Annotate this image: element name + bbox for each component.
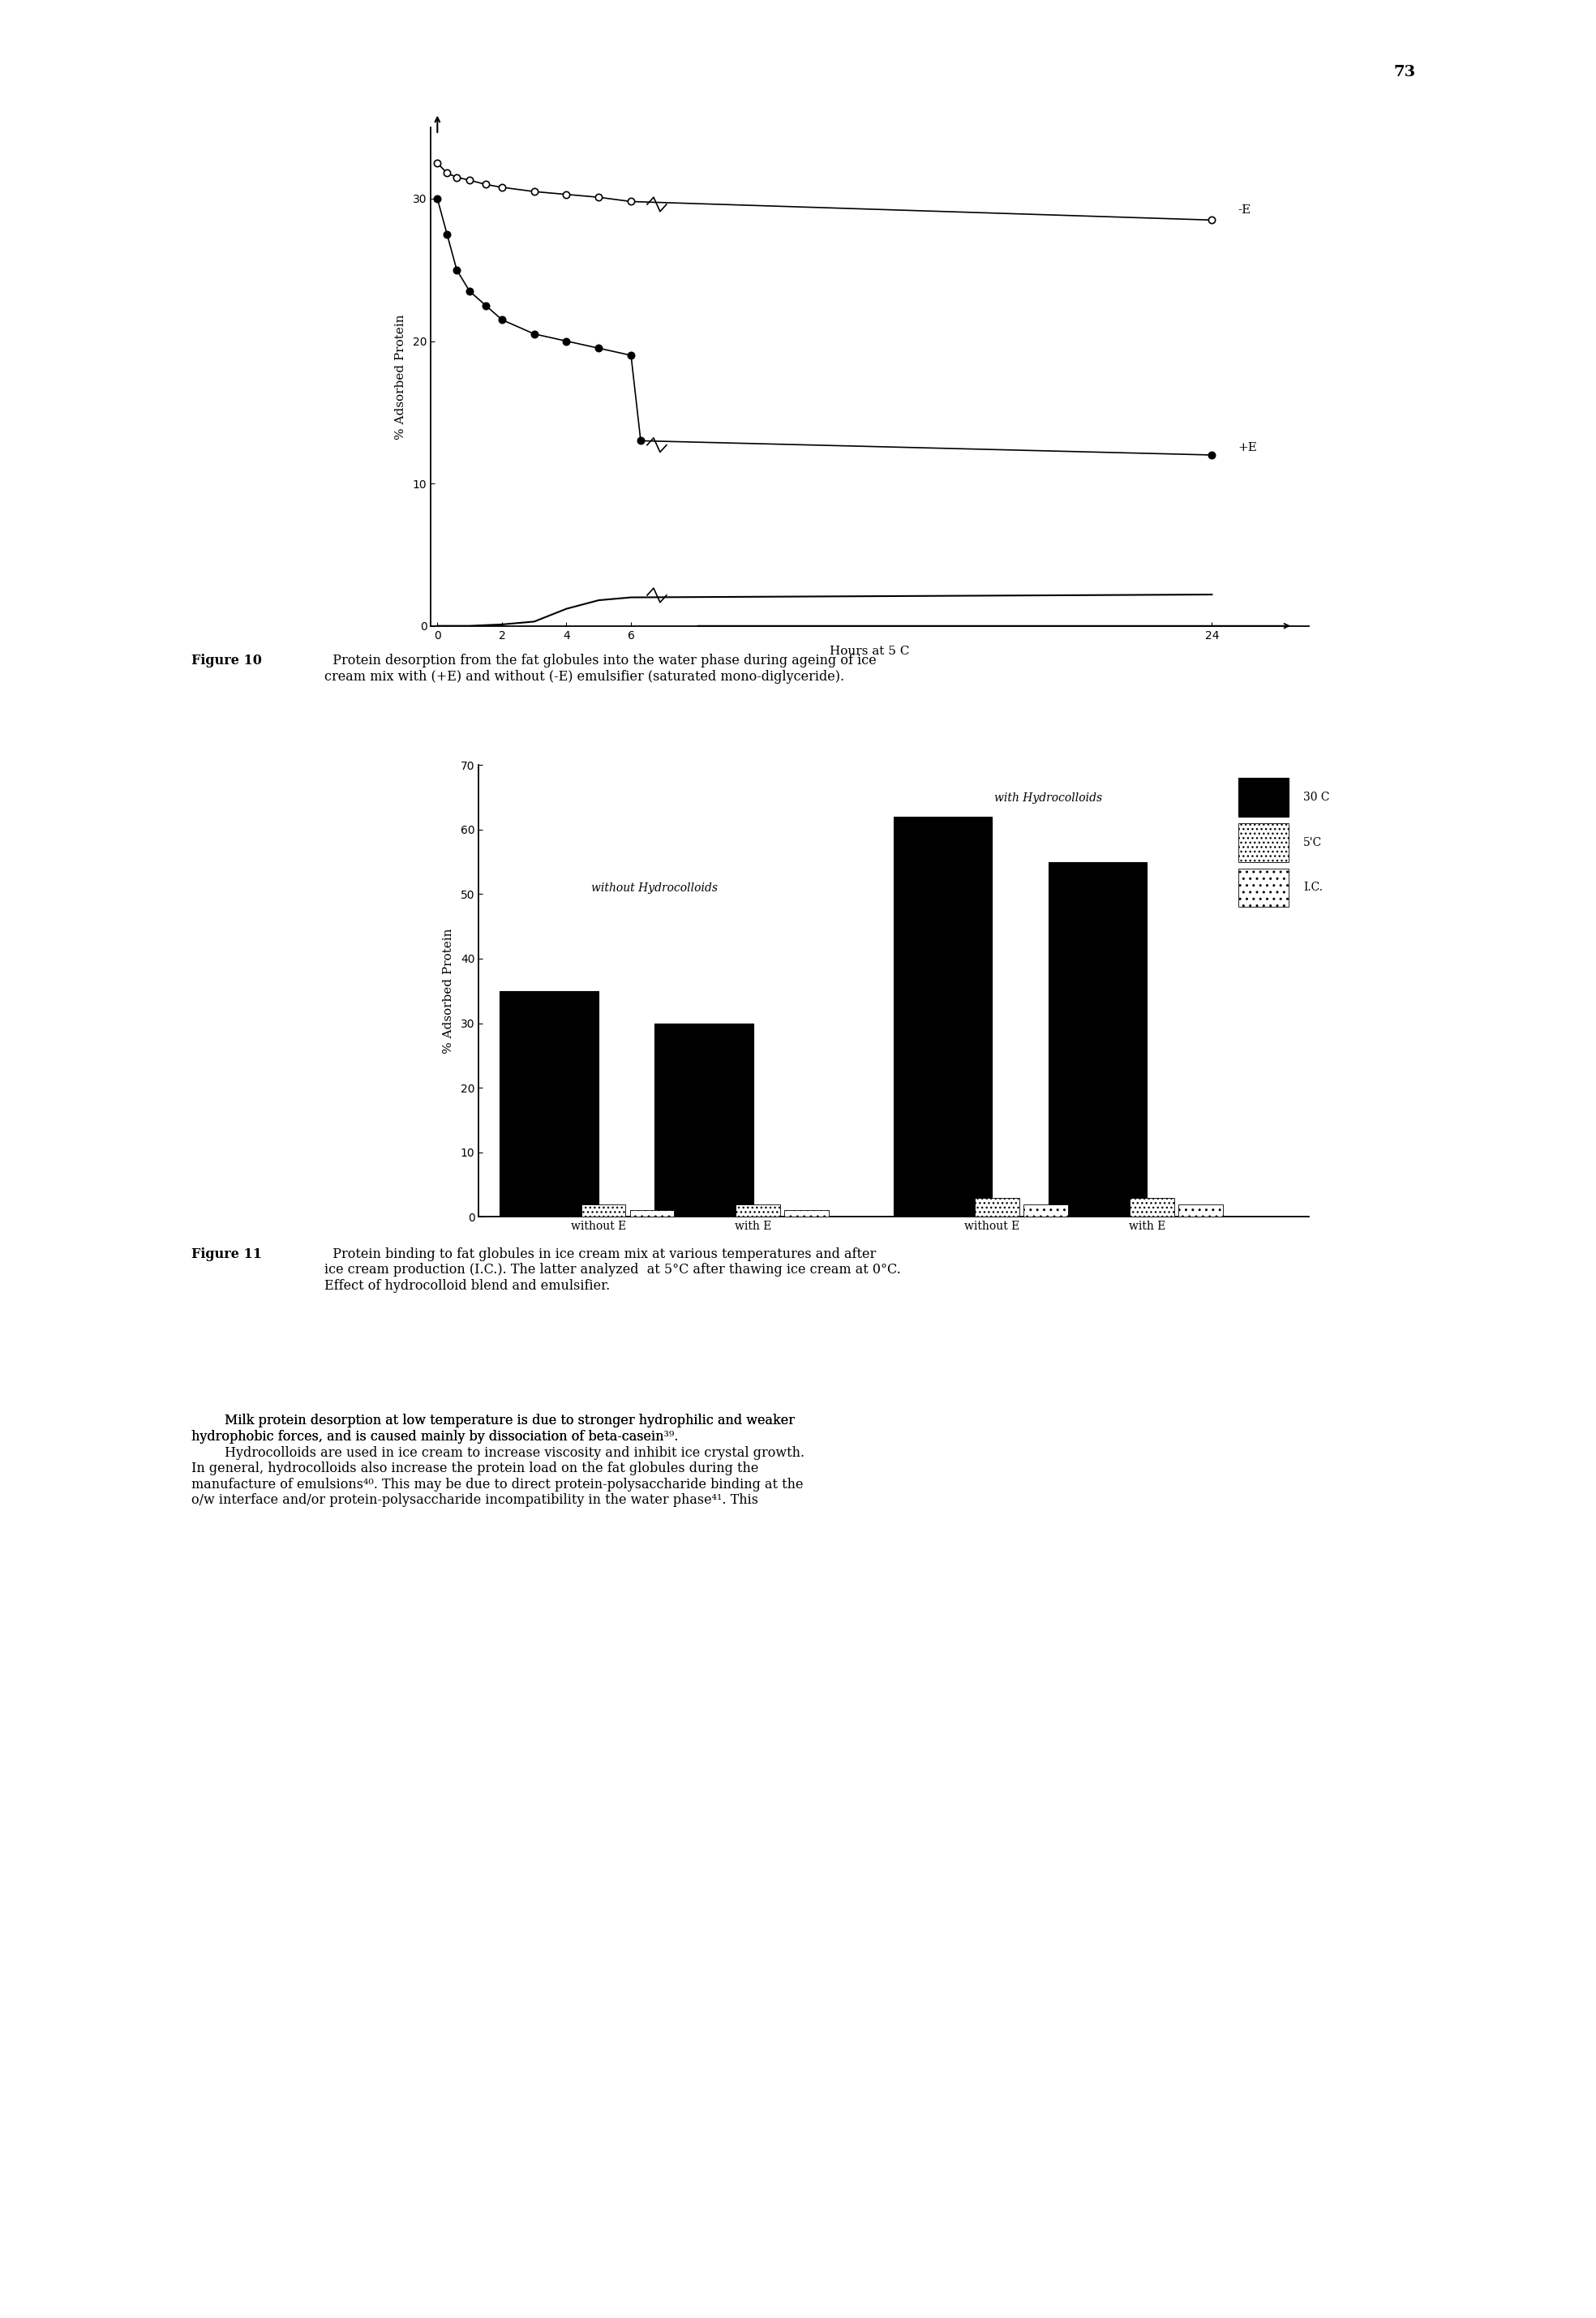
- Bar: [1130, 1198, 1175, 1217]
- Text: Figure 11: Figure 11: [192, 1247, 262, 1261]
- Bar: [785, 1210, 828, 1217]
- Text: I.C.: I.C.: [1302, 881, 1323, 892]
- Bar: [894, 816, 993, 1217]
- Bar: [1023, 1203, 1068, 1217]
- Text: -E: -E: [1238, 204, 1251, 216]
- Text: without Hydrocolloids: without Hydrocolloids: [592, 883, 718, 895]
- Text: 30 C: 30 C: [1302, 790, 1329, 802]
- Text: +E: +E: [1238, 443, 1258, 454]
- Text: with Hydrocolloids: with Hydrocolloids: [994, 793, 1103, 804]
- Text: Protein binding to fat globules in ice cream mix at various temperatures and aft: Protein binding to fat globules in ice c…: [324, 1247, 900, 1293]
- Bar: [1238, 869, 1290, 906]
- Bar: [1238, 823, 1290, 862]
- Bar: [1238, 779, 1290, 816]
- Bar: [975, 1198, 1020, 1217]
- Bar: [630, 1210, 674, 1217]
- Bar: [581, 1203, 626, 1217]
- Text: Milk protein desorption at low temperature is due to stronger hydrophilic and we: Milk protein desorption at low temperatu…: [192, 1414, 804, 1507]
- Text: Milk protein desorption at low temperature is due to stronger hydrophilic and we: Milk protein desorption at low temperatu…: [192, 1414, 795, 1444]
- Bar: [1178, 1203, 1223, 1217]
- Bar: [736, 1203, 780, 1217]
- X-axis label: Hours at 5 C: Hours at 5 C: [830, 647, 910, 656]
- Bar: [500, 992, 598, 1217]
- Bar: [654, 1022, 753, 1217]
- Text: 5'C: 5'C: [1302, 837, 1321, 848]
- Bar: [1049, 862, 1148, 1217]
- Text: Protein desorption from the fat globules into the water phase during ageing of i: Protein desorption from the fat globules…: [324, 654, 876, 684]
- Text: 73: 73: [1393, 65, 1416, 79]
- Y-axis label: % Adsorbed Protein: % Adsorbed Protein: [394, 313, 405, 440]
- Text: Figure 10: Figure 10: [192, 654, 262, 668]
- Y-axis label: % Adsorbed Protein: % Adsorbed Protein: [442, 927, 453, 1055]
